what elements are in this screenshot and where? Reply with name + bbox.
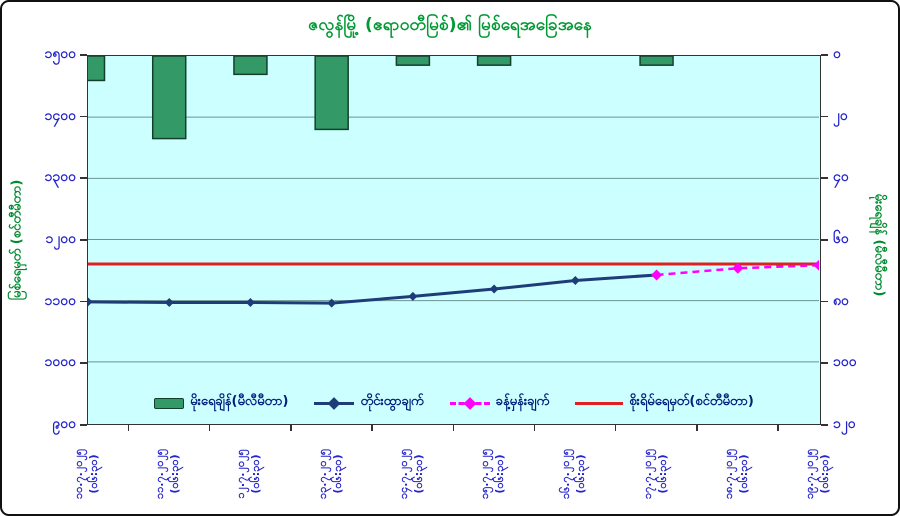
legend-swatch-line-diamond-icon xyxy=(314,396,355,410)
left-axis-tick xyxy=(80,424,87,426)
x-axis-tick xyxy=(696,425,698,431)
x-axis-label: ၁၂.၇.၂၀၂၅ (၀၆:၃၀) xyxy=(233,431,265,514)
x-axis-label-text: ၁၃.၇.၂၀၂၅ (၀၆:၃၀) xyxy=(315,448,344,500)
left-axis-tick xyxy=(80,115,87,118)
x-axis-label: ၁၃.၇.၂၀၂၅ (၀၆:၃၀) xyxy=(315,431,347,514)
left-axis-tick xyxy=(80,239,87,241)
chart-title: ဇလွန်မြို့ (ဧရာဝတီမြစ်)၏ မြစ်ရေအခြေအနေ xyxy=(308,15,592,35)
danger-line-sample xyxy=(575,401,624,405)
right-axis-tick-label: ၈၀ xyxy=(833,292,849,309)
legend-label: ခန့်မှန်းချက် xyxy=(495,394,550,409)
left-axis-tick xyxy=(80,362,87,364)
legend-item-rainfall: မိုးရေချိန်(မီလီမီတာ) xyxy=(154,393,288,412)
measured-point xyxy=(408,291,418,301)
right-axis-tick xyxy=(821,362,828,364)
x-axis-tick xyxy=(208,425,211,431)
right-axis-tick xyxy=(821,300,828,303)
x-axis-label-text: ၁၂.၇.၂၀၂၅ (၀၆:၃၀) xyxy=(234,449,263,499)
x-axis-label-text: ၁၁.၇.၂၀၂၅ (၀၆:၃၀) xyxy=(153,448,182,500)
x-axis-tick xyxy=(452,425,454,431)
legend-swatch-line-icon xyxy=(575,396,624,410)
rainfall-bar xyxy=(151,56,187,140)
measured-point xyxy=(88,297,93,307)
rainfall-bar xyxy=(476,56,512,66)
rainfall-bar xyxy=(314,56,349,131)
right-axis-tick-label: ၆၀ xyxy=(833,231,849,247)
right-axis-tick xyxy=(821,177,828,179)
x-axis-label-text: ၁၅.၇.၂၀၂၅ (၀၆:၃၀) xyxy=(478,448,507,500)
right-axis-tick-label: ၀ xyxy=(833,46,841,62)
x-axis-label: ၁၇.၇.၂၀၂၅ (၀၆:၃၀) xyxy=(640,431,672,514)
legend: မိုးရေချိန်(မီလီမီတာ) တိုင်းထွာချက် ခန့်မှ… xyxy=(88,393,820,412)
left-axis-tick-label: ၁၂၀၀ xyxy=(45,231,76,247)
measured-point xyxy=(164,298,174,308)
legend-swatch-bar-icon xyxy=(154,397,185,409)
rainfall-bar xyxy=(639,56,674,66)
rainfall-bar xyxy=(395,56,431,66)
x-axis-label-text: ၁၉.၇.၂၀၂၅ (၀၆:၃၀) xyxy=(803,448,831,500)
x-axis-label: ၁၉.၇.၂၀၂၅ (၀၆:၃၀) xyxy=(802,431,834,514)
left-axis-tick-label: ၉၀၀ xyxy=(52,416,76,432)
chart-canvas xyxy=(88,56,819,363)
forecast-point xyxy=(732,262,744,274)
right-axis-tick-label: ၄၀ xyxy=(833,169,849,186)
diamond-marker-icon xyxy=(463,396,476,410)
x-axis-label: ၁၅.၇.၂၀၂၅ (၀၆:၃၀) xyxy=(477,431,509,514)
right-axis-tick-label: ၁၂၀ xyxy=(833,416,856,432)
x-axis-label: ၁၀.၇.၂၀၂၅ (၀၆:၃၀) xyxy=(71,431,103,514)
right-axis-tick-label: ၂၀ xyxy=(833,107,848,124)
diamond-marker-icon xyxy=(328,396,341,410)
rainfall-bar xyxy=(88,56,106,82)
left-axis-tick xyxy=(80,177,87,179)
x-axis-label: ၁၆.၇.၂၀၂၅ (၀၆:၃၀) xyxy=(558,431,590,514)
measured-point xyxy=(489,284,499,294)
rainfall-bar xyxy=(233,56,268,76)
x-axis-label-text: ၁၇.၇.၂၀၂၅ (၀၆:၃၀) xyxy=(640,448,669,500)
left-axis-tick-label: ၁၁၀၀ xyxy=(44,292,77,309)
x-axis-label-text: ၁၀.၇.၂၀၂၅ (၀၆:၃၀) xyxy=(72,448,100,500)
right-axis-tick xyxy=(821,115,828,118)
legend-item-danger: စိုးရိမ်ရေမှတ်(စင်တီမီတာ) xyxy=(575,393,754,412)
forecast-point xyxy=(813,259,819,271)
right-axis-tick xyxy=(821,239,828,241)
legend-swatch-dashed-line-icon xyxy=(449,396,490,410)
x-axis-tick xyxy=(127,425,130,431)
legend-label: မိုးရေချိန်(မီလီမီတာ) xyxy=(190,394,289,409)
right-axis-tick xyxy=(821,54,828,56)
right-axis-tick xyxy=(821,424,828,426)
x-axis-tick xyxy=(371,425,373,431)
measured-point xyxy=(570,275,580,285)
x-axis-tick xyxy=(614,425,617,431)
measured-point xyxy=(245,298,255,308)
left-axis-tick-label: ၁၄၀၀ xyxy=(44,107,77,124)
plot-area: မိုးရေချိန်(မီလီမီတာ) တိုင်းထွာချက် ခန့်မှ… xyxy=(87,55,821,425)
x-axis-label: ၁၄.၇.၂၀၂၅ (၀၆:၃၀) xyxy=(396,431,428,514)
left-axis-tick-label: ၁၀၀၀ xyxy=(44,354,77,371)
left-axis-tick xyxy=(80,300,87,303)
legend-label: စိုးရိမ်ရေမှတ်(စင်တီမီတာ) xyxy=(629,394,754,409)
x-axis-label-text: ၁၆.၇.၂၀၂၅ (၀၆:၃၀) xyxy=(559,448,588,500)
legend-item-measured: တိုင်းထွာချက် xyxy=(314,393,424,412)
forecast-line xyxy=(656,263,819,277)
x-axis-tick xyxy=(777,425,779,431)
x-axis-label-text: ၁၈.၇.၂၀၂၅ (၀၆:၃၀) xyxy=(721,448,750,500)
forecast-point xyxy=(651,269,663,281)
x-axis-label: ၁၈.၇.၂၀၂၅ (၀၆:၃၀) xyxy=(721,431,753,514)
left-axis-tick xyxy=(80,54,87,56)
right-axis-tick-label: ၁၀၀ xyxy=(833,354,857,371)
legend-label: တိုင်းထွာချက် xyxy=(360,394,424,409)
x-axis-label: ၁၁.၇.၂၀၂၅ (၀၆:၃၀) xyxy=(152,431,184,514)
x-axis-tick xyxy=(533,425,536,431)
x-axis-tick xyxy=(290,425,292,431)
measured-line xyxy=(88,273,657,305)
measured-point xyxy=(327,298,337,308)
x-axis-label-text: ၁၄.၇.၂၀၂၅ (၀၆:၃၀) xyxy=(396,448,425,500)
legend-item-forecast: ခန့်မှန်းချက် xyxy=(449,393,550,412)
left-axis-tick-label: ၁၅၀၀ xyxy=(44,46,77,62)
left-axis-tick-label: ၁၃၀၀ xyxy=(44,169,77,186)
